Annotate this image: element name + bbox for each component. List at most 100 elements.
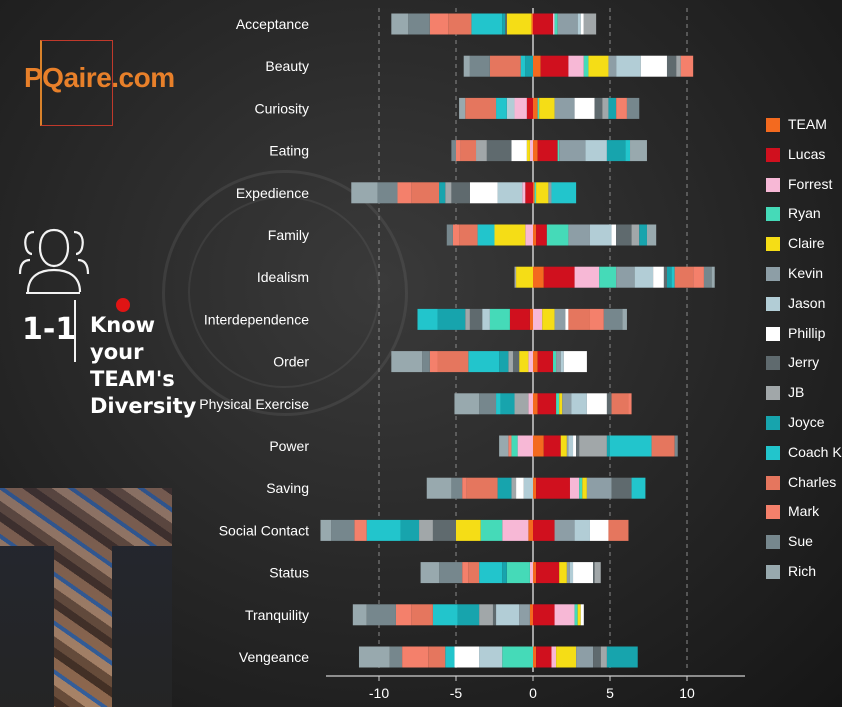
- bar-segment: [428, 646, 446, 668]
- bar-segment: [526, 97, 533, 119]
- bar-segment: [351, 182, 378, 204]
- legend-swatch: [766, 296, 780, 311]
- legend-item: Rich: [766, 562, 842, 582]
- bar-segment: [539, 97, 555, 119]
- legend-item: Jason: [766, 294, 842, 314]
- bar-segment: [589, 308, 604, 330]
- bar-segment: [511, 435, 518, 457]
- bar-segment: [451, 182, 470, 204]
- bar-segment: [568, 435, 574, 457]
- legend-swatch: [766, 535, 780, 550]
- bar-segment: [533, 182, 535, 204]
- legend-swatch: [766, 147, 780, 162]
- bar-segment: [486, 140, 512, 162]
- bar-segment: [580, 604, 584, 626]
- bar-segment: [533, 477, 537, 499]
- bar-segment: [611, 393, 629, 415]
- bar-segment: [502, 562, 507, 584]
- bar-segment: [506, 97, 515, 119]
- legend-label: Sue: [788, 533, 813, 550]
- bar-segment: [448, 13, 472, 35]
- bar-segment: [408, 13, 430, 35]
- legend-label: Mark: [788, 503, 820, 520]
- bar-segment: [579, 477, 583, 499]
- bar-segment: [496, 97, 507, 119]
- bar-segment: [402, 646, 429, 668]
- category-label: Status: [269, 565, 309, 581]
- bar-segment: [583, 13, 597, 35]
- bar-segment: [703, 266, 712, 288]
- bar-segment: [439, 562, 463, 584]
- bar-segment: [559, 140, 586, 162]
- bar-segment: [522, 182, 526, 204]
- bar-segment: [520, 55, 526, 77]
- bar-segment: [674, 435, 678, 457]
- bar-segment: [479, 646, 503, 668]
- bar-segment: [542, 308, 555, 330]
- bar-segment: [603, 308, 623, 330]
- legend-item: Jerry: [766, 353, 842, 373]
- bar-segment: [537, 351, 554, 373]
- bar-segment: [560, 351, 564, 373]
- bar-segment: [489, 55, 521, 77]
- section-divider-vertical: [74, 300, 76, 362]
- bar-segment: [585, 140, 607, 162]
- bar-segment: [529, 140, 533, 162]
- bar-segment: [666, 55, 677, 77]
- bar-segment: [432, 604, 458, 626]
- legend-item: Charles: [766, 473, 842, 493]
- person-icon: [18, 228, 90, 293]
- bar-segment: [556, 646, 577, 668]
- bar-segment: [589, 224, 612, 246]
- bar-segment: [400, 519, 420, 541]
- bar-segment: [456, 519, 481, 541]
- bar-segment: [529, 562, 533, 584]
- bar-segment: [611, 224, 617, 246]
- bar-segment: [606, 140, 626, 162]
- accent-dot: [116, 298, 130, 312]
- legend-swatch: [766, 475, 780, 490]
- category-label: Order: [273, 354, 309, 370]
- bar-segment: [626, 97, 640, 119]
- bar-segment: [653, 266, 664, 288]
- bar-segment: [536, 646, 552, 668]
- bar-segment: [562, 393, 572, 415]
- bar-segment: [426, 477, 452, 499]
- bar-segment: [526, 140, 530, 162]
- bar-segment: [445, 646, 455, 668]
- x-tick-label: 5: [606, 685, 614, 701]
- category-label: Physical Exercise: [199, 396, 309, 412]
- bar-segment: [514, 266, 517, 288]
- bar-segment: [533, 562, 537, 584]
- bar-segment: [417, 308, 438, 330]
- bar-segment: [574, 97, 595, 119]
- bar-segment: [616, 266, 635, 288]
- legend-item: TEAM: [766, 115, 842, 135]
- bar-segment: [593, 562, 595, 584]
- bar-segment: [536, 562, 560, 584]
- bar-segment: [489, 308, 510, 330]
- bar-segment: [577, 13, 581, 35]
- team-hands-photo: [0, 488, 172, 707]
- legend-item: Forrest: [766, 175, 842, 195]
- bar-segment: [352, 604, 367, 626]
- bar-segment: [594, 97, 603, 119]
- bar-segment: [419, 519, 433, 541]
- legend-item: Claire: [766, 234, 842, 254]
- bar-segment: [514, 393, 529, 415]
- bar-segment: [466, 477, 498, 499]
- bar-segment: [556, 393, 560, 415]
- legend-label: Forrest: [788, 175, 833, 192]
- bar-segment: [600, 646, 607, 668]
- bar-segment: [476, 140, 487, 162]
- bar-segment: [537, 140, 558, 162]
- bar-segment: [529, 604, 533, 626]
- bar-segment: [533, 393, 538, 415]
- bar-segment: [528, 393, 533, 415]
- bar-segment: [663, 266, 667, 288]
- bar-segment: [631, 224, 640, 246]
- bar-segment: [640, 55, 667, 77]
- bar-segment: [559, 393, 563, 415]
- legend-item: Kevin: [766, 264, 842, 284]
